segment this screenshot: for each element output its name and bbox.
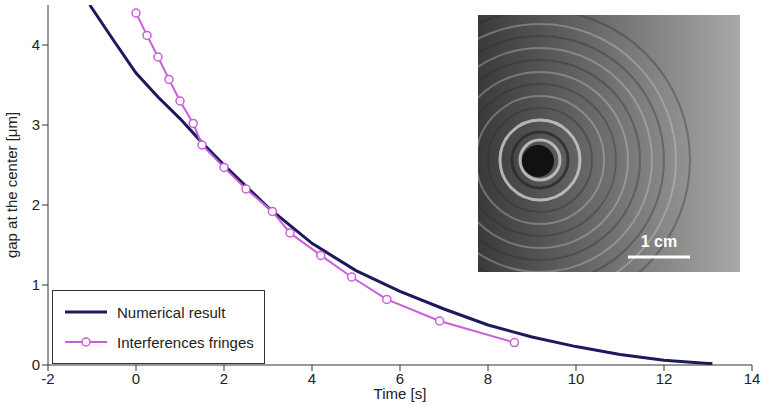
svg-text:2: 2 <box>220 370 228 387</box>
html-text:Numerical result: Numerical result <box>117 303 226 321</box>
svg-text:14: 14 <box>744 370 761 387</box>
svg-text:3: 3 <box>32 116 40 133</box>
svg-text:12: 12 <box>656 370 673 387</box>
svg-text:4: 4 <box>308 370 316 387</box>
svg-text:-2: -2 <box>41 370 54 387</box>
svg-text:0: 0 <box>32 356 40 373</box>
svg-text:10: 10 <box>568 370 585 387</box>
svg-text:gap at the center [μm]: gap at the center [μm] <box>3 112 20 258</box>
svg-text:4: 4 <box>32 36 40 53</box>
svg-text:8: 8 <box>484 370 492 387</box>
svg-text:2: 2 <box>32 196 40 213</box>
svg-text:0: 0 <box>132 370 140 387</box>
svg-text:6: 6 <box>395 369 405 387</box>
html-text:Interferences fringes: Interferences fringes <box>117 333 254 351</box>
html-text:1 cm: 1 cm <box>640 233 678 250</box>
svg-text:Time [s]: Time [s] <box>374 385 427 402</box>
svg-text:1: 1 <box>32 276 40 293</box>
